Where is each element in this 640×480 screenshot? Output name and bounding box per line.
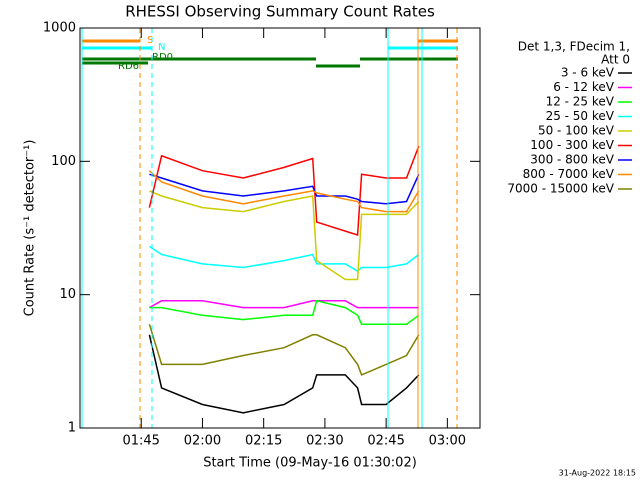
y-tick-label: 1000 xyxy=(43,21,76,36)
x-tick-label: 02:30 xyxy=(306,434,343,449)
series-line xyxy=(149,299,420,325)
x-tick-label: 02:00 xyxy=(184,434,221,449)
legend-label: 100 - 300 keV xyxy=(530,138,614,152)
legend-title: Att 0 xyxy=(601,53,630,67)
legend-title: Det 1,3, FDecim 1, xyxy=(518,40,630,54)
y-axis-label: Count Rate (s⁻¹ detector⁻¹) xyxy=(23,140,38,317)
x-tick-label: 03:00 xyxy=(429,434,466,449)
x-tick-label: 01:45 xyxy=(122,434,159,449)
footer: 31-Aug-2022 18:15 xyxy=(559,469,636,478)
series-line xyxy=(149,173,420,205)
series-line xyxy=(148,145,420,237)
legend-label: 3 - 6 keV xyxy=(561,66,615,80)
x-axis-label: Start Time (09-May-16 01:30:02) xyxy=(203,456,417,471)
annotation: RD0 xyxy=(152,52,173,63)
legend-label: 300 - 800 keV xyxy=(530,153,614,167)
flag-lines xyxy=(81,28,458,428)
y-tick-label: 100 xyxy=(51,154,76,169)
x-tick-label: 02:45 xyxy=(367,434,404,449)
legend-label: 12 - 25 keV xyxy=(546,95,615,109)
legend-label: 800 - 7000 keV xyxy=(523,167,615,181)
plot-frame xyxy=(79,27,481,429)
x-tick-label: 02:15 xyxy=(245,434,282,449)
series-line xyxy=(148,245,420,273)
annotation: N xyxy=(158,42,165,53)
legend-label: 7000 - 15000 keV xyxy=(507,182,614,196)
series-line xyxy=(148,323,420,376)
y-tick-label: 1 xyxy=(68,421,76,436)
legend-label: 50 - 100 keV xyxy=(538,124,615,138)
legend-label: 6 - 12 keV xyxy=(553,80,615,94)
annotation: S xyxy=(147,35,153,46)
legend-label: 25 - 50 keV xyxy=(546,109,615,123)
y-tick-label: 10 xyxy=(59,287,76,302)
series-line xyxy=(149,190,420,281)
series-line xyxy=(148,170,420,213)
plot xyxy=(148,145,420,414)
annotation: RD6 xyxy=(118,61,139,72)
series-line xyxy=(148,334,420,414)
chart-title: RHESSI Observing Summary Count Rates xyxy=(125,3,435,21)
status-bars: S N RD0 RD6 xyxy=(82,35,458,72)
